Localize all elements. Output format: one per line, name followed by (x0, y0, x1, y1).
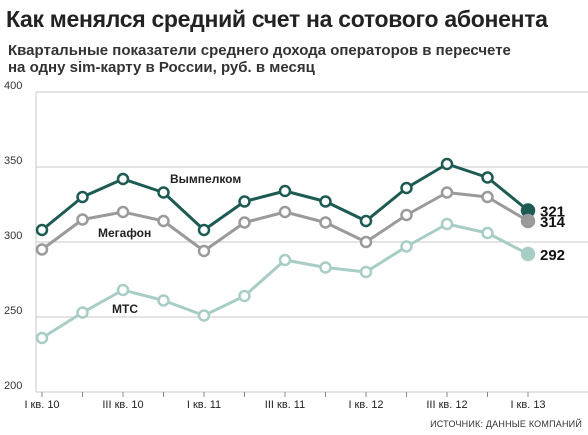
x-tick-label-6: I кв. 13 (510, 399, 545, 411)
x-tick-label-4: I кв. 12 (348, 399, 383, 411)
data-point-2-1 (76, 306, 89, 319)
end-value-label-2: 292 (540, 247, 565, 264)
data-point-1-1 (76, 213, 89, 226)
data-point-2-7 (319, 261, 332, 274)
data-point-0-9 (400, 181, 413, 195)
data-point-1-11 (481, 190, 494, 204)
series-name-label-2: МТС (112, 302, 138, 316)
data-point-0-7 (319, 195, 332, 208)
data-point-1-4 (197, 244, 211, 258)
data-point-1-7 (319, 216, 332, 229)
data-point-2-3 (157, 294, 170, 307)
data-point-2-9 (400, 240, 413, 253)
end-value-label-0: 321 (540, 204, 565, 221)
x-tick-label-5: III кв. 12 (426, 399, 467, 411)
x-tick-label-3: III кв. 11 (265, 399, 305, 411)
y-tick-label-200: 200 (4, 380, 22, 392)
data-point-0-5 (238, 195, 251, 208)
data-point-0-8 (359, 214, 373, 228)
subtitle-line-1: Квартальные показатели среднего дохода о… (8, 42, 511, 59)
series-line-2 (41, 222, 529, 340)
series-name-label-1: Мегафон (98, 226, 151, 240)
data-point-1-10 (440, 186, 454, 199)
data-point-1-12 (520, 213, 536, 229)
data-point-1-9 (400, 208, 413, 222)
data-point-2-5 (238, 289, 251, 303)
data-point-2-11 (481, 226, 494, 240)
data-point-1-2 (116, 205, 130, 219)
y-tick-label-300: 300 (4, 230, 22, 242)
data-point-1-8 (359, 235, 373, 249)
data-point-0-6 (278, 184, 292, 198)
data-point-0-4 (197, 223, 211, 237)
subtitle-line-2: на одну sim-карту в России, руб. в месяц (8, 59, 315, 76)
data-point-1-3 (157, 214, 170, 228)
data-point-0-2 (116, 172, 130, 186)
data-point-1-0 (35, 243, 49, 256)
data-point-0-0 (35, 223, 49, 237)
data-point-0-3 (157, 186, 170, 199)
source-note: ИСТОЧНИК: ДАННЫЕ КОМПАНИЙ (430, 419, 582, 429)
data-point-2-6 (278, 253, 292, 267)
data-point-0-1 (76, 190, 89, 204)
data-point-2-0 (35, 331, 49, 345)
chart-title: Как менялся средний счет на сотового або… (6, 6, 548, 32)
chart-subtitle: Квартальные показатели среднего дохода о… (8, 42, 511, 76)
x-tick-label-0: I кв. 10 (24, 399, 59, 411)
data-point-1-6 (278, 205, 292, 219)
x-tick-label-1: III кв. 10 (102, 399, 143, 411)
y-tick-label-400: 400 (4, 80, 22, 92)
data-point-2-10 (440, 217, 454, 231)
data-point-0-11 (481, 171, 494, 184)
x-tick-label-2: I кв. 11 (187, 399, 221, 411)
data-point-2-8 (359, 265, 373, 279)
y-tick-label-350: 350 (4, 155, 22, 167)
data-point-2-12 (520, 246, 536, 262)
data-point-2-2 (116, 283, 130, 297)
y-tick-label-250: 250 (4, 305, 22, 317)
data-point-2-4 (197, 309, 211, 322)
end-value-label-1: 314 (540, 214, 566, 231)
data-point-0-10 (440, 157, 454, 171)
data-point-1-5 (238, 216, 251, 229)
series-name-label-0: Вымпелком (170, 172, 241, 186)
